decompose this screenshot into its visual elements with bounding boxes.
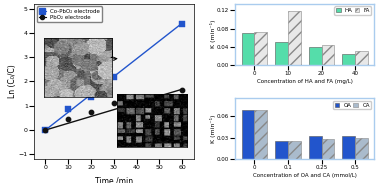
Bar: [309, 136, 322, 159]
Point: [42, 129, 48, 132]
Bar: [275, 141, 288, 159]
Bar: [309, 48, 322, 65]
Bar: [342, 54, 355, 65]
Legend: OA, CA: OA, CA: [333, 101, 372, 109]
Bar: [242, 33, 254, 65]
Bar: [288, 11, 301, 65]
Bar: [342, 136, 355, 159]
Y-axis label: Ln (C₀/C): Ln (C₀/C): [8, 65, 17, 98]
Point: [111, 75, 117, 78]
Bar: [288, 141, 301, 159]
Y-axis label: K (min⁻¹): K (min⁻¹): [209, 114, 215, 143]
Bar: [242, 110, 254, 159]
Point: [42, 129, 48, 132]
Point: [111, 102, 117, 105]
Point: [88, 96, 94, 99]
X-axis label: Concentration of OA and CA (mmol/L): Concentration of OA and CA (mmol/L): [253, 173, 357, 178]
Bar: [355, 138, 368, 159]
Legend: Co-PbO₂ electrode, PbO₂ electrode: Co-PbO₂ electrode, PbO₂ electrode: [37, 6, 102, 22]
Bar: [275, 42, 288, 65]
Point: [88, 110, 94, 113]
Point: [65, 108, 71, 111]
Bar: [355, 51, 368, 65]
Point: [65, 118, 71, 121]
Bar: [322, 45, 335, 65]
Y-axis label: K (min⁻¹): K (min⁻¹): [209, 20, 215, 48]
Bar: [254, 110, 267, 159]
Bar: [322, 139, 335, 159]
X-axis label: Concentration of HA and FA (mg/L): Concentration of HA and FA (mg/L): [257, 79, 353, 84]
Point: [179, 23, 185, 26]
Point: [179, 88, 185, 91]
Legend: HA, FA: HA, FA: [335, 6, 372, 15]
X-axis label: Time /min: Time /min: [95, 176, 133, 183]
Bar: [254, 32, 267, 65]
